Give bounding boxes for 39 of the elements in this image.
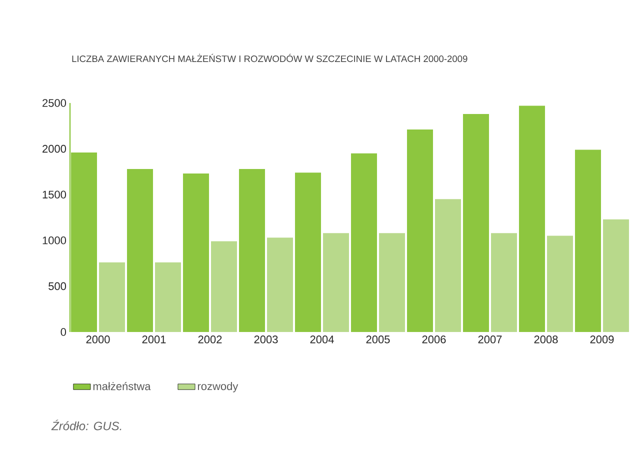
y-tick-label: 2500 [42, 99, 66, 107]
bar [379, 233, 405, 332]
bar [99, 262, 126, 332]
x-tick-label: 2002 [198, 336, 222, 344]
bar [602, 219, 629, 332]
x-tick-label: 2007 [478, 336, 502, 344]
bar [211, 241, 238, 332]
legend-label: rozwody [198, 382, 238, 392]
x-tick-label: 2008 [534, 336, 558, 344]
y-tick-label: 1000 [42, 236, 66, 244]
x-tick-label: 2003 [254, 336, 278, 344]
bar [519, 106, 545, 332]
bar [435, 199, 461, 332]
bar [183, 174, 210, 332]
bar [462, 114, 489, 332]
bar [574, 150, 601, 332]
y-tick-label: 1500 [42, 190, 66, 198]
bar [351, 153, 377, 332]
legend-label: małżeństwa [93, 382, 151, 390]
x-tick-label: 2004 [310, 336, 334, 344]
x-tick-label: 2000 [86, 336, 110, 344]
bar [490, 233, 517, 332]
chart-title: LICZBA ZAWIERANYCH MAŁŻEŃSTW I ROZWODÓW W SZCZECINIE W LATACH 2000-2009 [72, 54, 468, 62]
x-tick-label: 2006 [422, 336, 446, 344]
y-tick-label: 0 [60, 328, 66, 336]
bar [155, 262, 181, 332]
x-tick-label: 2005 [366, 336, 390, 344]
text: Źródło: GUS. [51, 420, 122, 430]
y-tick-label: 2000 [42, 144, 66, 153]
x-tick-label: 2009 [590, 336, 614, 344]
bar [323, 233, 349, 332]
bar [546, 236, 573, 332]
x-tick-label: 2001 [142, 336, 166, 344]
bar [239, 168, 265, 332]
bar [407, 130, 433, 332]
bar [127, 168, 154, 332]
y-tick-label: 500 [48, 282, 66, 290]
bar [295, 172, 321, 332]
bar [267, 238, 293, 332]
